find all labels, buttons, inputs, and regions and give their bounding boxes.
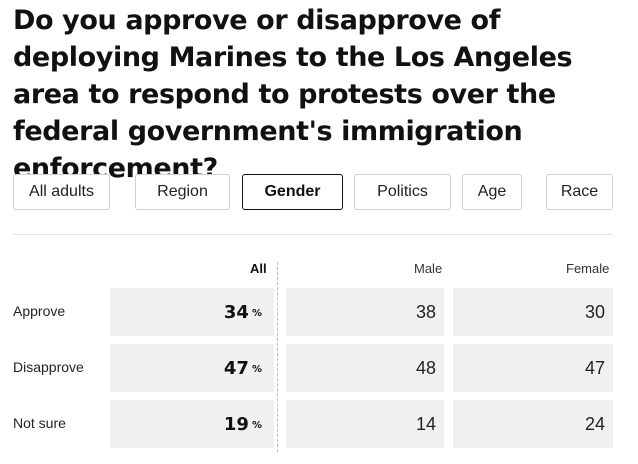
percent-sign: % xyxy=(251,308,262,319)
cell-all-disapprove: 47% xyxy=(110,344,274,392)
value-female: 24 xyxy=(584,414,605,434)
tab-gender[interactable]: Gender xyxy=(242,174,343,210)
cell-male-disapprove: 48 xyxy=(286,344,444,392)
value-all: 47 xyxy=(223,358,249,379)
row-label-not-sure: Not sure xyxy=(13,415,66,431)
value-female: 47 xyxy=(584,358,605,378)
cell-male-approve: 38 xyxy=(286,288,444,336)
breakdown-tabs: All adults Region Gender Politics Age Ra… xyxy=(13,174,613,210)
cell-all-not-sure: 19% xyxy=(110,400,274,448)
value-male: 14 xyxy=(415,414,436,434)
value-female: 30 xyxy=(584,302,605,322)
value-all: 34 xyxy=(223,302,249,323)
cell-male-not-sure: 14 xyxy=(286,400,444,448)
column-header-male: Male xyxy=(414,261,443,276)
column-header-female: Female xyxy=(566,261,610,276)
percent-sign: % xyxy=(251,364,262,375)
tab-age[interactable]: Age xyxy=(462,174,522,210)
tab-all-adults[interactable]: All adults xyxy=(13,174,110,210)
percent-sign: % xyxy=(251,420,262,431)
column-separator xyxy=(277,262,278,452)
tab-politics[interactable]: Politics xyxy=(354,174,451,210)
cell-female-not-sure: 24 xyxy=(453,400,613,448)
tab-region[interactable]: Region xyxy=(135,174,230,210)
row-label-disapprove: Disapprove xyxy=(13,359,84,375)
divider xyxy=(13,234,613,235)
cell-female-approve: 30 xyxy=(453,288,613,336)
cell-female-disapprove: 47 xyxy=(453,344,613,392)
value-male: 38 xyxy=(415,302,436,322)
row-label-approve: Approve xyxy=(13,303,66,319)
column-header-all: All xyxy=(250,261,267,276)
cell-all-approve: 34% xyxy=(110,288,274,336)
value-all: 19 xyxy=(223,414,249,435)
question-title: Do you approve or disapprove of deployin… xyxy=(13,5,573,184)
tab-race[interactable]: Race xyxy=(546,174,613,210)
value-male: 48 xyxy=(415,358,436,378)
